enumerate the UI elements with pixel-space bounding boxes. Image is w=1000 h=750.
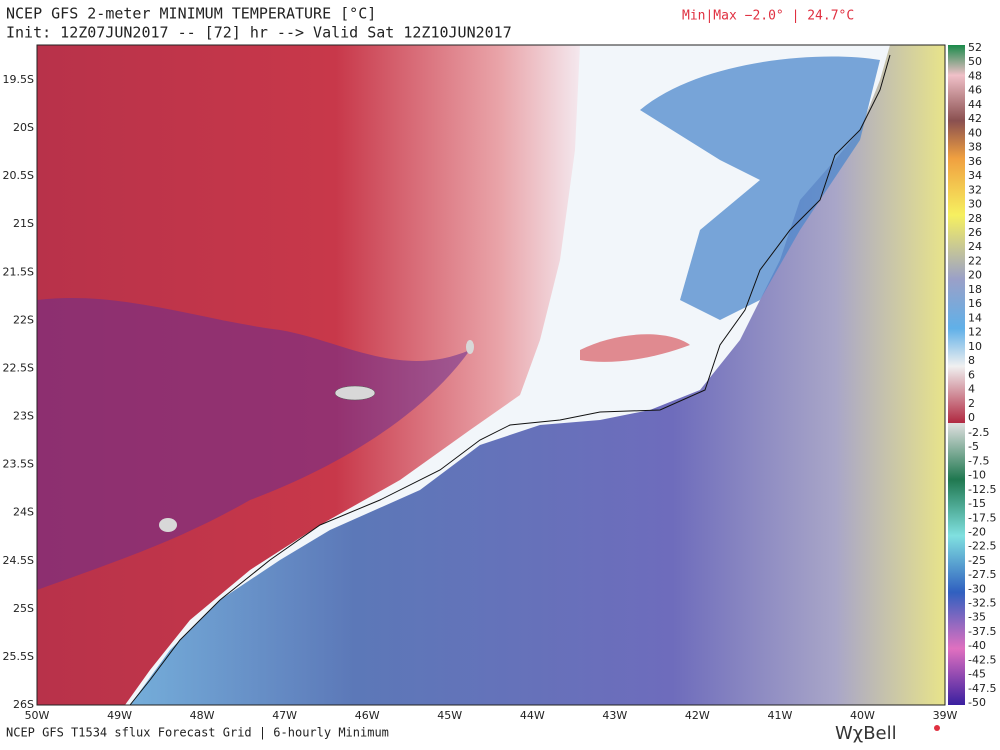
footer-source: NCEP GFS T1534 sflux Forecast Grid | 6-h… bbox=[6, 726, 389, 740]
lat-label: 22.5S bbox=[3, 361, 34, 374]
colorbar-label: -17.5 bbox=[968, 511, 996, 524]
lat-label: 21S bbox=[13, 217, 34, 230]
lat-label: 23.5S bbox=[3, 458, 34, 471]
lon-label: 47W bbox=[272, 709, 297, 722]
lon-label: 42W bbox=[685, 709, 710, 722]
colorbar-label: -37.5 bbox=[968, 625, 996, 638]
colorbar-label: -47.5 bbox=[968, 682, 996, 695]
lon-label: 50W bbox=[25, 709, 50, 722]
brand: WχBell bbox=[835, 723, 897, 744]
colorbar-label: 42 bbox=[968, 112, 982, 125]
axis-labels: 19.5S 20S 20.5S 21S 21.5S 22S 22.5S 23S 23.5S 24S… bbox=[3, 41, 997, 722]
colorbar-positive bbox=[948, 45, 965, 423]
lat-label: 26S bbox=[13, 698, 34, 711]
colorbar-label: 28 bbox=[968, 212, 982, 225]
title: NCEP GFS 2-meter MINIMUM TEMPERATURE [°C… bbox=[6, 5, 376, 23]
lon-label: 39W bbox=[933, 709, 958, 722]
colorbar-label: -30 bbox=[968, 582, 986, 595]
lat-label: 24.5S bbox=[3, 554, 34, 567]
colorbar-label: 8 bbox=[968, 354, 975, 367]
colorbar-label: -2.5 bbox=[968, 426, 989, 439]
lat-label: 25S bbox=[13, 602, 34, 615]
colorbar-label: 16 bbox=[968, 297, 982, 310]
colorbar-label: 32 bbox=[968, 183, 982, 196]
lat-label: 25.5S bbox=[3, 650, 34, 663]
colorbar-label: 0 bbox=[968, 411, 975, 424]
colorbar-label: 36 bbox=[968, 155, 982, 168]
snow-patch bbox=[466, 340, 474, 354]
colorbar-label: -15 bbox=[968, 497, 986, 510]
colorbar-label: 18 bbox=[968, 283, 982, 296]
lon-label: 49W bbox=[107, 709, 132, 722]
colorbar-label: -7.5 bbox=[968, 454, 989, 467]
colorbar-label: 38 bbox=[968, 141, 982, 154]
colorbar-label: -12.5 bbox=[968, 483, 996, 496]
colorbar-label: 4 bbox=[968, 383, 975, 396]
colorbar-negative bbox=[948, 423, 965, 705]
colorbar-label: 2 bbox=[968, 397, 975, 410]
colorbar-label: -27.5 bbox=[968, 568, 996, 581]
lon-label: 45W bbox=[437, 709, 462, 722]
colorbar-label: 22 bbox=[968, 254, 982, 267]
lon-label: 44W bbox=[520, 709, 545, 722]
colorbar-label: 40 bbox=[968, 126, 982, 139]
colorbar-label: -20 bbox=[968, 525, 986, 538]
lon-label: 40W bbox=[850, 709, 875, 722]
colorbar-label: -25 bbox=[968, 554, 986, 567]
lon-label: 41W bbox=[767, 709, 792, 722]
colorbar-label: 52 bbox=[968, 41, 982, 54]
colorbar-label: 44 bbox=[968, 98, 982, 111]
lon-label: 43W bbox=[602, 709, 627, 722]
colorbar-label: 50 bbox=[968, 55, 982, 68]
lat-label: 19.5S bbox=[3, 73, 34, 86]
colorbar-label: -45 bbox=[968, 668, 986, 681]
colorbar-label: -22.5 bbox=[968, 540, 996, 553]
lat-label: 23S bbox=[13, 410, 34, 423]
warm-streak bbox=[580, 334, 690, 362]
lon-label: 46W bbox=[355, 709, 380, 722]
colorbar-label: 6 bbox=[968, 368, 975, 381]
lat-label: 20.5S bbox=[3, 169, 34, 182]
colorbar-label: -32.5 bbox=[968, 597, 996, 610]
brand-dot bbox=[934, 725, 940, 731]
map-area bbox=[36, 44, 946, 706]
cold-pool bbox=[37, 297, 470, 590]
colorbar-label: 12 bbox=[968, 326, 982, 339]
colorbar-label: 14 bbox=[968, 311, 982, 324]
lat-label: 21.5S bbox=[3, 265, 34, 278]
colorbar-label: -35 bbox=[968, 611, 986, 624]
colorbar-label: 30 bbox=[968, 198, 982, 211]
init-line: Init: 12Z07JUN2017 -- [72] hr --> Valid … bbox=[6, 24, 512, 42]
colorbar-label: -50 bbox=[968, 696, 986, 709]
lat-label: 22S bbox=[13, 313, 34, 326]
coastline bbox=[129, 54, 891, 706]
snow-patch bbox=[159, 518, 177, 532]
colorbar-label: 10 bbox=[968, 340, 982, 353]
min-max: Min|Max −2.0° | 24.7°C bbox=[682, 9, 854, 24]
lat-label: 20S bbox=[13, 121, 34, 134]
colorbar-label: -5 bbox=[968, 440, 979, 453]
colorbar-label: -10 bbox=[968, 469, 986, 482]
colorbar-label: 20 bbox=[968, 269, 982, 282]
map-frame bbox=[36, 44, 946, 706]
colorbar-label: 46 bbox=[968, 84, 982, 97]
lon-label: 48W bbox=[190, 709, 215, 722]
colorbar-label: 34 bbox=[968, 169, 982, 182]
colorbar-label: 26 bbox=[968, 226, 982, 239]
coastal-blue bbox=[640, 56, 880, 320]
colorbar-label: -40 bbox=[968, 639, 986, 652]
snow-patch bbox=[334, 385, 376, 401]
colorbar-label: 24 bbox=[968, 240, 982, 253]
colorbar-label: 48 bbox=[968, 69, 982, 82]
lat-label: 24S bbox=[13, 506, 34, 519]
colorbar-label: -42.5 bbox=[968, 653, 996, 666]
